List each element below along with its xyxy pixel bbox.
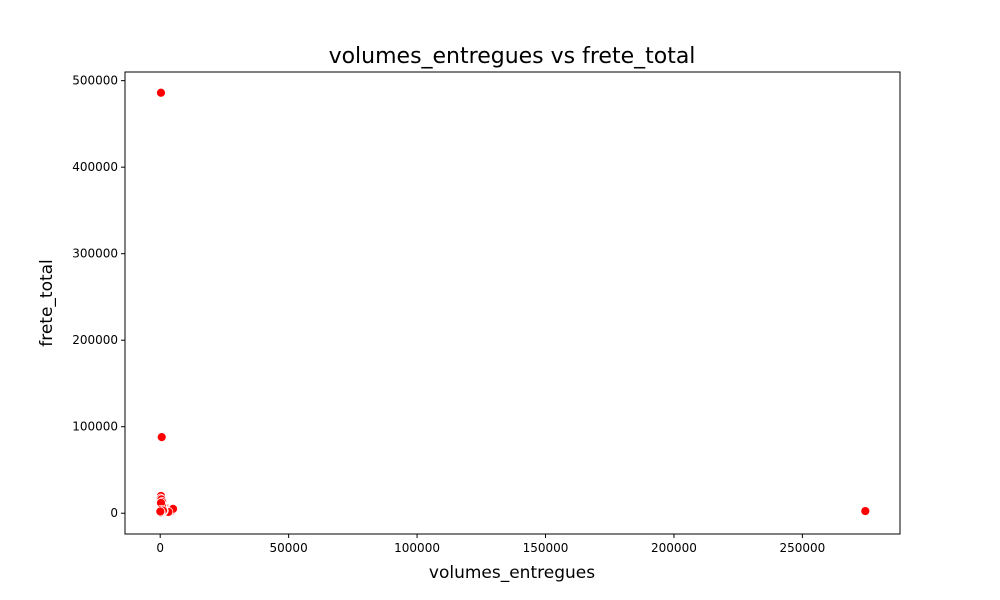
plot-area: [124, 71, 901, 535]
x-tick-label: 250000: [779, 541, 825, 555]
y-axis-title: frete_total: [37, 259, 57, 347]
y-tick-label: 200000: [72, 333, 118, 347]
y-axis: 0 100000 200000 300000 400000 500000: [72, 74, 125, 520]
data-point: [860, 506, 871, 516]
data-point: [156, 432, 167, 443]
x-tick-label: 50000: [270, 541, 308, 555]
x-tick-label: 100000: [394, 541, 440, 555]
data-point: [156, 87, 166, 98]
y-tick-label: 100000: [72, 420, 118, 434]
x-tick-label: 0: [156, 541, 164, 555]
y-tick-label: 300000: [72, 247, 118, 261]
y-tick-label: 0: [110, 506, 118, 520]
x-tick-label: 200000: [651, 541, 697, 555]
data-point: [155, 506, 166, 517]
x-axis-title: volumes_entregues: [429, 563, 595, 583]
x-tick-label: 150000: [523, 541, 569, 555]
chart-title: volumes_entregues vs frete_total: [329, 44, 696, 69]
data-points: [155, 87, 871, 519]
y-tick-label: 400000: [72, 160, 118, 174]
x-axis: 0 50000 100000 150000 200000 250000: [156, 534, 825, 555]
y-tick-label: 500000: [72, 74, 118, 88]
